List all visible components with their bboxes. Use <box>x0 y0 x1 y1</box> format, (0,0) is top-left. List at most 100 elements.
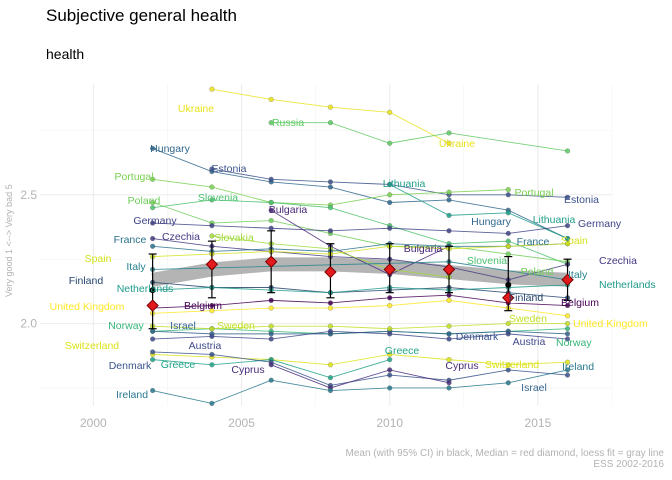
data-point-estonia <box>209 166 215 172</box>
data-point-portugal <box>387 192 393 198</box>
data-point-israel <box>446 331 452 337</box>
country-label-israel: Israel <box>521 382 547 394</box>
country-label-lithuania: Lithuania <box>533 214 576 226</box>
loess-fit-line <box>151 257 568 287</box>
data-point-belgium <box>387 295 393 301</box>
country-label-greece: Greece <box>385 345 420 357</box>
series-line-hungary <box>152 147 568 239</box>
data-point-germany <box>387 225 393 231</box>
data-point-cyprus <box>387 367 393 373</box>
data-point-belgium <box>327 300 333 306</box>
series-line-lithuania <box>389 184 568 239</box>
series-line-czechia <box>152 238 568 281</box>
chart-caption: Mean (with 95% CI) in black, Median = re… <box>346 448 665 470</box>
data-point-estonia <box>268 176 274 182</box>
data-point-austria <box>209 333 215 339</box>
country-label-austria: Austria <box>513 336 546 348</box>
x-tick-label: 2010 <box>376 416 403 430</box>
data-point-greece <box>327 375 333 381</box>
data-point-denmark <box>209 351 215 358</box>
data-point-sweden <box>268 323 274 329</box>
y-tick-label: 2.5 <box>20 188 37 202</box>
country-label-belgium: Belgium <box>184 300 222 312</box>
country-label-germany: Germany <box>578 218 622 230</box>
data-point-sweden <box>446 323 452 329</box>
data-point-ukraine <box>268 96 274 103</box>
country-label-cyprus: Cyprus <box>445 360 478 372</box>
data-point-united-kingdom <box>268 305 274 311</box>
data-point-slovenia <box>209 197 215 203</box>
data-point-austria <box>327 328 333 334</box>
data-point-lithuania <box>387 181 393 188</box>
country-label-netherlands: Netherlands <box>117 283 174 295</box>
country-label-bulgaria: Bulgaria <box>269 204 308 216</box>
series-line-belgium <box>152 294 568 309</box>
data-point-france <box>150 243 156 249</box>
data-point-lithuania <box>505 210 511 216</box>
data-point-ireland <box>505 380 511 386</box>
country-label-israel: Israel <box>170 320 196 332</box>
country-label-czechia: Czechia <box>599 255 637 267</box>
country-label-spain: Spain <box>561 235 588 247</box>
data-point-estonia <box>505 192 511 198</box>
data-point-united-kingdom <box>209 308 215 314</box>
series-line-poland <box>152 202 568 263</box>
data-point-united-kingdom <box>387 302 393 309</box>
country-label-switzerland: Switzerland <box>65 340 119 352</box>
caption-line-2: ESS 2002-2016 <box>593 459 664 470</box>
country-label-norway: Norway <box>556 337 592 349</box>
data-point-ukraine <box>327 104 333 110</box>
data-point-sweden <box>505 321 511 327</box>
data-point-estonia <box>564 194 571 200</box>
data-point-russia <box>327 120 333 126</box>
data-point-slovenia <box>327 205 333 211</box>
country-label-ukraine: Ukraine <box>439 138 475 150</box>
series-line-bulgaria <box>270 209 450 276</box>
data-point-belgium <box>268 297 274 303</box>
data-point-switzerland <box>564 359 571 365</box>
country-label-netherlands: Netherlands <box>599 279 656 291</box>
x-tick-label: 2015 <box>525 416 552 430</box>
data-point-portugal <box>505 187 511 193</box>
data-point-ireland <box>268 377 274 383</box>
country-label-poland: Poland <box>521 266 554 278</box>
data-point-cyprus <box>268 362 274 368</box>
country-label-ireland: Ireland <box>562 361 594 373</box>
country-label-france: France <box>114 234 147 246</box>
country-label-slovakia: Slovakia <box>214 232 254 244</box>
data-point-poland <box>268 217 274 224</box>
country-series <box>150 86 571 406</box>
series-line-switzerland <box>152 354 568 366</box>
data-point-germany <box>268 225 274 231</box>
country-label-germany: Germany <box>133 215 177 227</box>
data-point-united-kingdom <box>564 313 571 319</box>
country-label-slovenia: Slovenia <box>198 192 238 204</box>
data-point-austria <box>446 336 452 342</box>
country-label-finland: Finland <box>509 292 544 304</box>
series-line-denmark <box>152 351 568 386</box>
country-label-czechia: Czechia <box>162 231 200 243</box>
data-point-united-kingdom <box>446 297 452 303</box>
median-diamonds <box>146 255 574 312</box>
data-point-denmark <box>505 367 511 373</box>
data-point-austria <box>150 336 156 342</box>
data-point-portugal <box>209 184 215 190</box>
data-point-ireland <box>564 367 571 373</box>
data-point-lithuania <box>564 236 571 242</box>
data-point-israel <box>150 328 156 334</box>
data-point-ukraine <box>446 140 452 146</box>
data-point-poland <box>150 199 156 206</box>
data-point-hungary <box>446 197 452 203</box>
country-label-estonia: Estonia <box>211 163 246 175</box>
series-line-cyprus <box>271 364 450 389</box>
country-label-portugal: Portugal <box>114 171 153 183</box>
series-line-slovenia <box>152 199 568 265</box>
country-label-slovenia: Slovenia <box>467 255 507 267</box>
country-label-cyprus: Cyprus <box>231 364 264 376</box>
country-label-bulgaria: Bulgaria <box>404 243 443 255</box>
chart-title: Subjective general health <box>46 6 237 25</box>
data-point-spain <box>564 241 571 247</box>
country-label-italy: Italy <box>126 261 146 273</box>
data-point-denmark <box>150 349 156 355</box>
data-point-israel <box>564 331 571 337</box>
